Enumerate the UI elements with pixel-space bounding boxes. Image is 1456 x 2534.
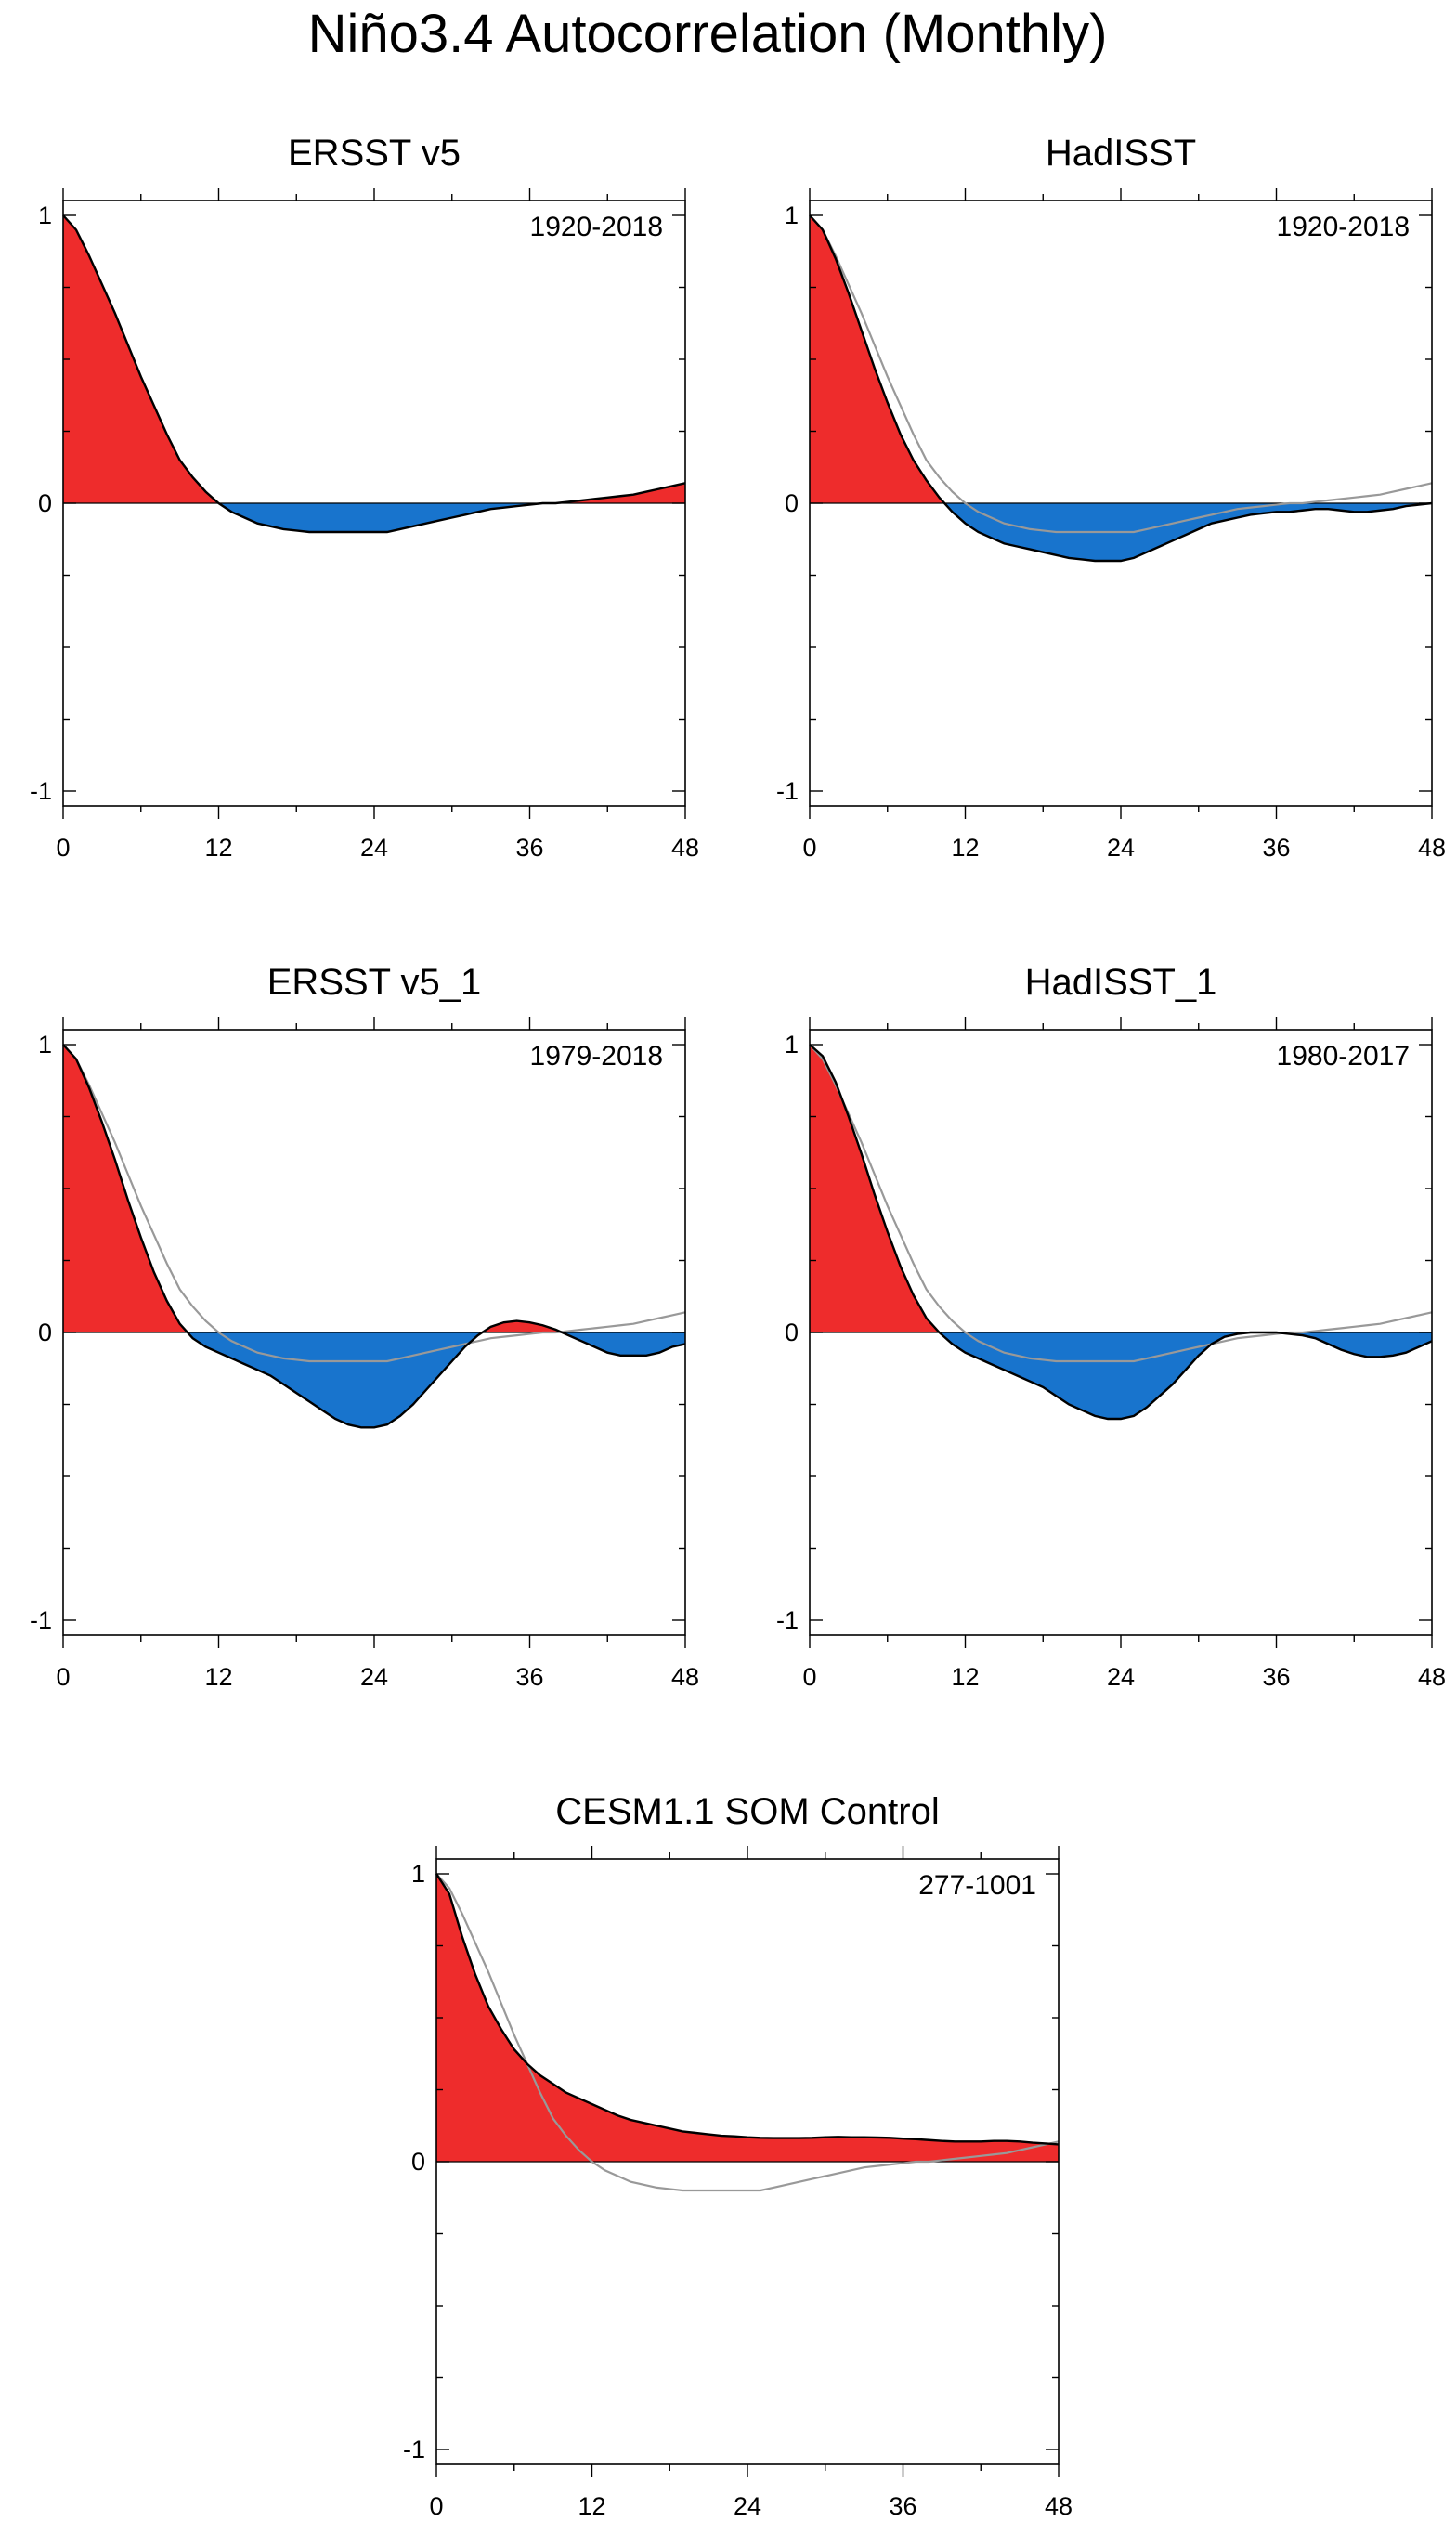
y-tick-label: 1 [785, 1031, 799, 1059]
period-label: 1920-2018 [1277, 212, 1410, 242]
x-tick-label: 48 [671, 1663, 699, 1691]
panel-title: ERSST v5 [288, 133, 461, 174]
x-tick-label: 0 [802, 1663, 816, 1691]
x-tick-label: 48 [1045, 2492, 1072, 2520]
panels: -1 0 1 0 12 24 36 48 ERSST v5 1920-2018 -1 0 1 0 12 24 3… [30, 133, 1446, 2520]
autocorrelation-line [435, 1873, 1060, 2146]
panel-hadisst-1: -1 0 1 0 12 24 36 48 HadISST_1 1980-2017 [776, 962, 1446, 1691]
x-tick-label: 24 [1107, 834, 1135, 862]
x-tick-label: 48 [671, 834, 699, 862]
x-tick-label: 12 [578, 2492, 605, 2520]
reference-line [62, 1044, 686, 1363]
y-tick-label: -1 [30, 777, 52, 805]
autocorrelation-line [62, 214, 686, 534]
positive-area [810, 215, 1432, 503]
x-tick-label: 36 [515, 1663, 543, 1691]
positive-area [63, 215, 685, 503]
y-tick-label: 1 [38, 1031, 52, 1059]
panel-ersst-v5-1: -1 0 1 0 12 24 36 48 ERSST v5_1 1979-2018 [30, 962, 699, 1691]
negative-area [810, 503, 1432, 561]
x-tick-label: 24 [1107, 1663, 1135, 1691]
x-tick-label: 12 [951, 834, 979, 862]
period-label: 277-1001 [918, 1870, 1036, 1901]
y-tick-label: 0 [38, 1319, 52, 1346]
x-tick-label: 12 [204, 1663, 232, 1691]
y-tick-label: -1 [403, 2436, 425, 2463]
y-tick-label: 0 [38, 489, 52, 517]
reference-line [436, 1873, 1060, 2192]
y-tick-label: -1 [30, 1606, 52, 1634]
positive-area [63, 1045, 685, 1332]
x-tick-label: 36 [889, 2492, 916, 2520]
y-tick-label: 1 [785, 201, 799, 229]
panel-title: HadISST_1 [1025, 962, 1217, 1003]
panel-hadisst: -1 0 1 0 12 24 36 48 HadISST 1920-2018 [776, 133, 1446, 862]
x-tick-label: 24 [360, 834, 388, 862]
y-tick-label: 0 [411, 2148, 425, 2176]
negative-area [810, 1332, 1432, 1419]
autocorrelation-line [809, 214, 1433, 563]
x-tick-label: 36 [1262, 1663, 1290, 1691]
y-tick-label: 1 [38, 201, 52, 229]
panel-title: ERSST v5_1 [267, 962, 482, 1003]
reference-line [809, 1044, 1433, 1363]
positive-area [810, 1045, 1432, 1332]
x-tick-label: 36 [1262, 834, 1290, 862]
y-tick-label: 0 [785, 1319, 799, 1346]
x-tick-label: 0 [56, 834, 70, 862]
y-tick-label: -1 [776, 777, 799, 805]
y-tick-label: 0 [785, 489, 799, 517]
y-tick-label: -1 [776, 1606, 799, 1634]
x-tick-label: 48 [1418, 834, 1446, 862]
x-tick-label: 24 [360, 1663, 388, 1691]
figure-title: Niño3.4 Autocorrelation (Monthly) [308, 4, 1108, 64]
x-tick-label: 36 [515, 834, 543, 862]
y-tick-label: 1 [411, 1860, 425, 1888]
panel-title: CESM1.1 SOM Control [555, 1791, 939, 1832]
reference-line [809, 214, 1433, 534]
panel-cesm-som-control: -1 0 1 0 12 24 36 48 CESM1.1 SOM Control 277-1001 [403, 1791, 1072, 2520]
period-label: 1980-2017 [1277, 1041, 1410, 1072]
x-tick-label: 0 [56, 1663, 70, 1691]
period-label: 1979-2018 [530, 1041, 663, 1072]
x-tick-label: 12 [951, 1663, 979, 1691]
negative-area [63, 1332, 685, 1428]
x-tick-label: 48 [1418, 1663, 1446, 1691]
autocorrelation-line [62, 1044, 686, 1429]
panel-ersst-v5: -1 0 1 0 12 24 36 48 ERSST v5 1920-2018 [30, 133, 699, 862]
autocorrelation-line [809, 1044, 1433, 1421]
x-tick-label: 0 [429, 2492, 443, 2520]
x-tick-label: 24 [734, 2492, 761, 2520]
x-tick-label: 0 [802, 834, 816, 862]
x-tick-label: 12 [204, 834, 232, 862]
panel-title: HadISST [1046, 133, 1196, 174]
period-label: 1920-2018 [530, 212, 663, 242]
negative-area [63, 503, 685, 532]
positive-area [436, 1874, 1059, 2162]
